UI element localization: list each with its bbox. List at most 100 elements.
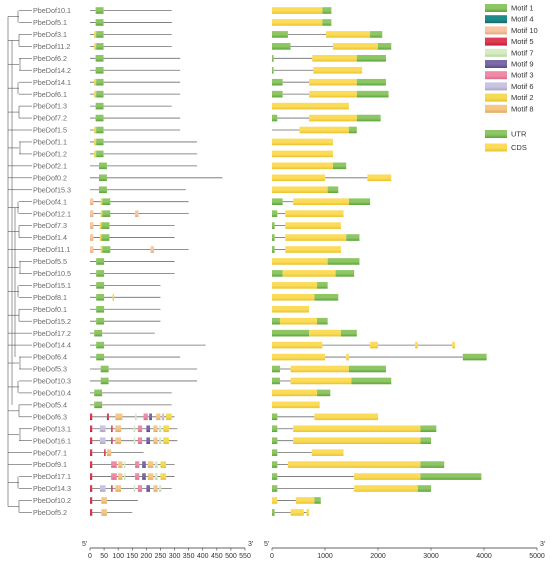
cds-segment: [285, 210, 344, 217]
gene-label: PbeDof3.1: [33, 30, 67, 39]
motif-1-box: [96, 282, 105, 289]
motif-1-box: [96, 43, 104, 50]
motif-1-box: [99, 174, 107, 182]
legend-swatch-motif-4: [485, 15, 507, 24]
gene-label: PbeDof17.2: [33, 329, 71, 338]
gene-label: PbeDof6.2: [33, 54, 67, 63]
gene-label: PbeDof12.1: [33, 209, 71, 218]
legend-swatch-motif-7: [485, 48, 507, 57]
cds-segment: [290, 509, 304, 516]
motif-10-box: [90, 210, 94, 217]
utr-segment: [272, 317, 280, 325]
gene-label: PbeDof14.1: [33, 78, 71, 87]
five-prime-label: 5': [264, 541, 269, 548]
legend-label: Motif 4: [511, 15, 534, 24]
motif-1-box: [99, 162, 107, 170]
motif-7-box: [133, 437, 136, 444]
utr-segment: [420, 473, 482, 480]
motif-2-box: [94, 43, 97, 50]
motif-9-box: [146, 425, 151, 433]
utr-segment: [317, 317, 328, 325]
motif-5-box: [106, 413, 109, 421]
gene-label: PbeDof5.1: [33, 18, 67, 27]
motif-5-box: [90, 437, 93, 444]
motif-2-box: [163, 425, 169, 433]
motif-1-box: [96, 150, 104, 158]
motif-panel: [90, 7, 223, 516]
utr-segment: [272, 329, 310, 337]
motif-1-box: [96, 31, 104, 38]
utr-segment: [314, 497, 321, 504]
cds-segment: [272, 497, 278, 504]
gene-structure-panel: [272, 7, 487, 516]
utr-segment: [272, 210, 278, 217]
utr-segment: [420, 437, 431, 444]
gene-label: PbeDof0.2: [33, 173, 67, 182]
gene-label: PbeDof7.3: [33, 221, 67, 230]
cds-segment: [309, 329, 341, 337]
motif-2-box: [160, 473, 167, 480]
tick-label: 300: [169, 553, 181, 560]
gene-label: PbeDof5.5: [33, 257, 67, 266]
utr-segment: [335, 270, 355, 277]
motif-5-box: [104, 449, 106, 456]
motif-1-box: [102, 210, 111, 217]
motif-1-box: [95, 55, 104, 62]
tick-label: 0: [88, 553, 92, 560]
gene-label: PbeDof6.3: [33, 412, 67, 421]
motif-6-box: [99, 437, 106, 444]
tick-label: 200: [141, 553, 153, 560]
utr-segment: [272, 509, 275, 516]
utr-segment: [348, 126, 357, 134]
motif-8-box: [106, 449, 112, 456]
motif-2-box: [94, 150, 97, 158]
cds-segment: [290, 377, 352, 385]
legend-swatch-cds: [485, 143, 507, 152]
gene-label: PbeDof5.4: [33, 400, 67, 409]
gene-label: PbeDof10.2: [33, 496, 71, 505]
utr-segment: [322, 7, 332, 14]
gene-label: PbeDof1.1: [33, 138, 67, 147]
gene-label: PbeDof4.1: [33, 197, 67, 206]
utr-segment: [378, 43, 392, 50]
motif-1-box: [102, 198, 111, 205]
utr-segment: [272, 31, 288, 38]
legend-label: UTR: [511, 130, 527, 139]
gene-label: PbeDof17.1: [33, 472, 71, 481]
legend-label: Motif 6: [511, 82, 534, 91]
gene-label: PbeDof15.1: [33, 281, 71, 290]
utr-segment: [272, 55, 274, 62]
motif-3-box: [137, 425, 143, 433]
gene-label: PbeDof2.1: [33, 161, 67, 170]
tick-label: 250: [155, 553, 167, 560]
legend-label: Motif 8: [511, 104, 534, 113]
motif-1-box: [100, 377, 109, 385]
gene-label: PbeDof14.4: [33, 341, 71, 350]
cds-segment: [285, 246, 341, 253]
motif-2-box: [160, 461, 167, 468]
motif-3-box: [135, 473, 140, 480]
motif-3-box: [137, 437, 143, 444]
utr-segment: [356, 78, 386, 86]
utr-segment: [272, 234, 275, 241]
gene-label: PbeDof10.1: [33, 6, 71, 15]
utr-segment: [327, 258, 360, 265]
three-prime-label: 3': [248, 541, 253, 548]
motif-2-box: [112, 294, 115, 301]
motif-8-box: [115, 437, 121, 444]
motif-5-box: [111, 485, 113, 492]
motif-1-box: [102, 246, 111, 253]
motif-7-box: [123, 461, 126, 468]
cds-segment: [313, 66, 363, 74]
motif-2-box: [94, 138, 97, 146]
motif-1-box: [95, 114, 104, 122]
motif-1-box: [96, 270, 105, 277]
motif-10-box: [135, 210, 139, 217]
tick-label: 550: [239, 553, 251, 560]
utr-segment: [348, 198, 371, 205]
motif-8-box: [101, 509, 107, 516]
motif-5-box: [111, 425, 113, 433]
gene-label: PbeDof0.1: [33, 305, 67, 314]
legend-label: Motif 7: [511, 48, 534, 57]
